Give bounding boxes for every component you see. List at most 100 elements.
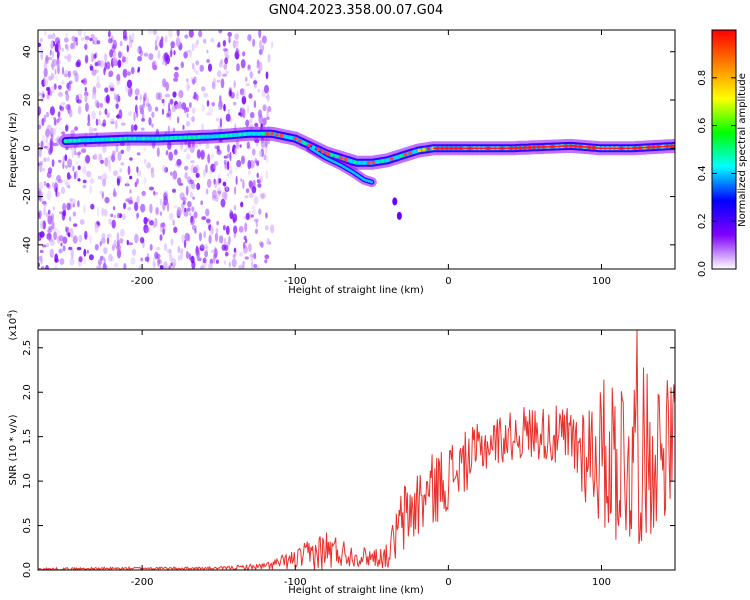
noise-speckle — [229, 91, 235, 99]
noise-speckle — [85, 39, 88, 44]
noise-speckle — [57, 179, 63, 184]
noise-speckle — [60, 242, 63, 247]
noise-speckle — [56, 138, 60, 147]
noise-speckle — [210, 249, 216, 254]
noise-speckle — [49, 145, 53, 154]
noise-speckle — [104, 196, 110, 204]
noise-speckle — [258, 208, 262, 215]
noise-speckle — [223, 260, 226, 265]
noise-speckle — [121, 56, 127, 63]
noise-speckle — [124, 183, 130, 187]
noise-speckle — [134, 104, 138, 114]
ridge-core-point — [311, 145, 316, 150]
noise-speckle — [44, 30, 47, 37]
noise-speckle — [177, 245, 180, 254]
noise-speckle — [229, 117, 233, 123]
noise-speckle — [198, 30, 203, 38]
noise-speckle — [186, 113, 189, 118]
noise-speckle — [126, 70, 132, 76]
noise-speckle — [46, 236, 49, 240]
noise-speckle — [240, 59, 246, 69]
noise-speckle — [39, 231, 45, 238]
noise-speckle — [192, 62, 195, 70]
noise-speckle — [203, 92, 209, 98]
noise-speckle — [91, 58, 95, 62]
noise-speckle — [39, 250, 44, 253]
noise-speckle — [229, 165, 233, 175]
ridge-core-point — [197, 135, 201, 139]
noise-speckle — [222, 73, 228, 77]
noise-speckle — [84, 35, 90, 41]
svg-text:(x104): (x104) — [6, 309, 19, 340]
noise-speckle — [173, 226, 178, 233]
noise-speckle — [161, 99, 165, 104]
ridge-core-point — [302, 141, 307, 145]
noise-speckle — [112, 57, 118, 66]
ridge-core-point — [321, 149, 325, 154]
noise-speckle — [120, 228, 125, 237]
noise-speckle — [52, 116, 56, 120]
noise-speckle — [190, 164, 196, 174]
noise-speckle — [141, 118, 146, 122]
noise-speckle — [222, 48, 228, 52]
noise-speckle — [54, 68, 57, 75]
noise-speckle — [170, 40, 176, 48]
noise-speckle — [67, 185, 71, 189]
noise-speckle — [260, 242, 264, 248]
noise-speckle — [265, 71, 269, 80]
noise-speckle — [190, 160, 195, 164]
noise-speckle — [256, 160, 260, 167]
noise-speckle — [206, 245, 209, 251]
noise-speckle — [139, 94, 142, 101]
noise-speckle — [46, 242, 49, 247]
noise-speckle — [134, 201, 139, 212]
noise-speckle — [102, 172, 107, 182]
noise-speckle — [50, 39, 54, 49]
noise-speckle — [134, 233, 139, 244]
noise-speckle — [260, 139, 266, 148]
noise-speckle — [99, 241, 102, 247]
noise-speckle — [96, 220, 100, 225]
noise-speckle — [166, 113, 170, 118]
noise-speckle — [131, 66, 135, 75]
noise-speckle — [253, 100, 257, 109]
noise-speckle — [183, 148, 187, 153]
noise-speckle — [75, 94, 80, 103]
noise-speckle — [146, 252, 150, 261]
noise-speckle — [59, 106, 65, 112]
noise-speckle — [76, 246, 82, 251]
noise-speckle — [218, 30, 223, 34]
noise-speckle — [169, 98, 174, 105]
noise-speckle — [104, 52, 108, 63]
noise-speckle — [226, 173, 230, 177]
noise-speckle — [247, 170, 251, 175]
noise-speckle — [185, 121, 191, 127]
noise-speckle — [136, 152, 141, 156]
noise-speckle — [165, 150, 169, 156]
noise-speckle — [161, 222, 166, 228]
noise-speckle — [108, 218, 112, 225]
noise-speckle — [128, 242, 133, 246]
noise-speckle — [226, 160, 230, 171]
ridge-core-point — [408, 151, 412, 155]
noise-speckle — [38, 91, 41, 97]
noise-speckle — [139, 237, 145, 244]
noise-speckle — [112, 150, 116, 156]
noise-speckle — [123, 202, 127, 210]
ridge-core-point — [109, 137, 114, 141]
noise-speckle — [65, 226, 68, 233]
noise-speckle — [67, 70, 71, 78]
noise-speckle — [238, 112, 242, 116]
noise-speckle — [211, 153, 214, 159]
ridge-core-point — [68, 139, 72, 143]
noise-speckle — [247, 34, 252, 41]
ridge-core-point — [100, 137, 105, 142]
noise-speckle — [159, 211, 163, 216]
noise-speckle — [245, 188, 250, 194]
noise-speckle — [208, 106, 213, 116]
noise-speckle — [63, 179, 68, 185]
x-tick-label: 100 — [592, 577, 611, 588]
noise-speckle — [258, 61, 263, 72]
noise-speckle — [154, 39, 157, 47]
noise-speckle — [59, 105, 65, 111]
